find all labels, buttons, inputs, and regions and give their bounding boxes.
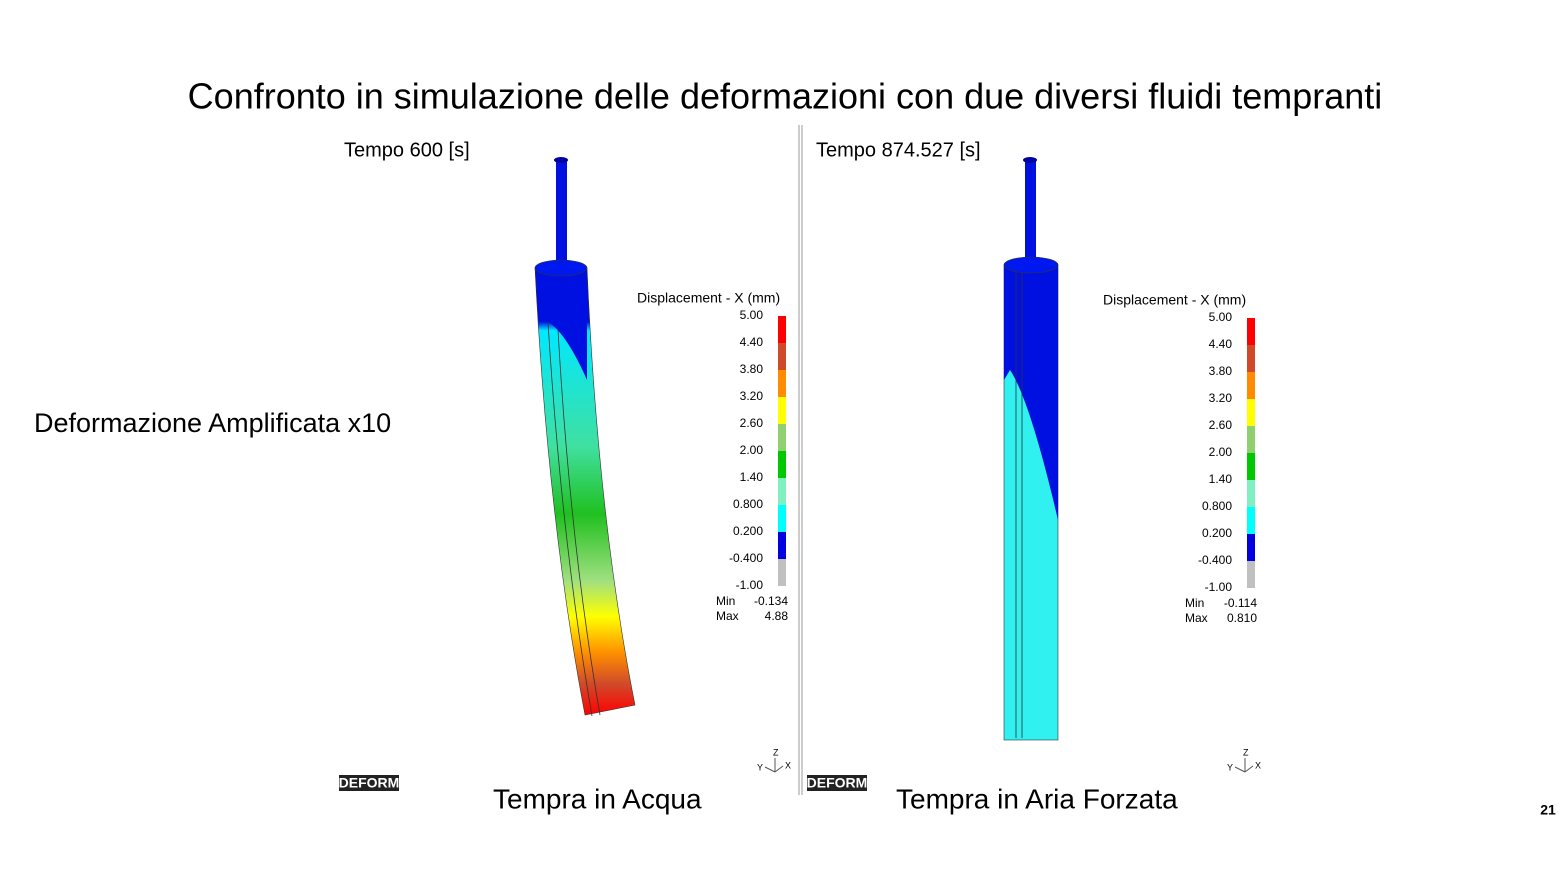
- legend-swatch: [778, 505, 786, 532]
- legend-swatch: [778, 559, 786, 586]
- legend-level: 0.800: [733, 497, 763, 511]
- logo: DEFORM: [807, 775, 868, 791]
- rod-edge: [554, 269, 601, 716]
- triad-label: X: [785, 760, 791, 770]
- legend-swatch: [1247, 453, 1255, 480]
- legend-level: 4.40: [1209, 337, 1233, 351]
- logo-bg: [339, 775, 399, 791]
- rod-top-band: [1004, 265, 1058, 520]
- legend-swatch: [1247, 534, 1255, 561]
- legend-title: Displacement - X (mm): [1103, 292, 1246, 308]
- rod-stem-top: [1023, 157, 1037, 163]
- time-label: Tempo 874.527 [s]: [816, 139, 981, 161]
- legend-swatch: [778, 397, 786, 424]
- legend-min-label: Min: [716, 594, 735, 608]
- legend-max-label: Max: [1185, 611, 1208, 625]
- rod-stem-top: [554, 157, 568, 163]
- legend-level: 3.80: [1209, 364, 1233, 378]
- legend-swatch: [1247, 507, 1255, 534]
- legend-swatch: [778, 424, 786, 451]
- legend-level: 1.40: [740, 470, 764, 484]
- triad-label: Z: [1243, 747, 1249, 757]
- rod-top: [1003, 256, 1059, 274]
- legend-level: 2.60: [740, 416, 764, 430]
- legend-max-label: Max: [716, 609, 739, 623]
- legend-level: -1.00: [736, 578, 764, 592]
- legend-swatch: [1247, 561, 1255, 588]
- legend-swatch: [1247, 480, 1255, 507]
- legend-level: -0.400: [729, 551, 763, 565]
- legend-level: 5.00: [740, 308, 764, 322]
- caption: Tempra in Acqua: [493, 783, 702, 814]
- legend-swatch: [778, 451, 786, 478]
- rod-top-band: [535, 268, 587, 380]
- rod-body: [534, 267, 636, 716]
- legend-level: 3.20: [740, 389, 764, 403]
- legend-level: -0.400: [1198, 553, 1232, 567]
- triad-label: Z: [773, 747, 779, 757]
- legend-swatch: [778, 370, 786, 397]
- legend-min: -0.114: [1224, 596, 1257, 610]
- slide-title: Confronto in simulazione delle deformazi…: [188, 76, 1383, 117]
- legend-level: 2.60: [1209, 418, 1233, 432]
- rod-stem: [556, 160, 567, 265]
- rod-top: [534, 259, 588, 277]
- left-label: Deformazione Amplificata x10: [34, 408, 391, 438]
- legend-swatch: [1247, 399, 1255, 426]
- caption: Tempra in Aria Forzata: [896, 783, 1178, 814]
- logo-bg: [807, 775, 867, 791]
- time-label: Tempo 600 [s]: [344, 139, 470, 161]
- rod-right: [1003, 157, 1059, 741]
- legend-level: 2.00: [740, 443, 764, 457]
- rod-stem: [1025, 160, 1036, 265]
- legend-level: 3.80: [740, 362, 764, 376]
- legend-level: 0.800: [1202, 499, 1232, 513]
- legend-swatch: [1247, 318, 1255, 345]
- triad-axis: [1244, 765, 1254, 773]
- legend-swatch: [778, 532, 786, 559]
- triad-axis: [774, 765, 784, 773]
- legend-swatch: [1247, 426, 1255, 453]
- triad-label: X: [1255, 760, 1261, 770]
- triad-axis: [1234, 766, 1246, 773]
- legend-min-label: Min: [1185, 596, 1204, 610]
- legend-max: 0.810: [1227, 611, 1257, 625]
- legend-swatch: [778, 343, 786, 370]
- page-number: 21: [1540, 802, 1556, 818]
- triad-axis: [764, 766, 776, 773]
- legend-level: -1.00: [1205, 580, 1233, 594]
- legend-swatch: [778, 316, 786, 343]
- legend-min: -0.134: [754, 594, 788, 608]
- legend-level: 0.200: [733, 524, 763, 538]
- legend-level: 3.20: [1209, 391, 1233, 405]
- legend-level: 5.00: [1209, 310, 1233, 324]
- legend-swatch: [1247, 345, 1255, 372]
- legend-level: 0.200: [1202, 526, 1232, 540]
- rod-edge: [544, 269, 593, 717]
- logo: DEFORM: [339, 775, 400, 791]
- legend-swatch: [778, 478, 786, 505]
- legend-title: Displacement - X (mm): [637, 290, 780, 306]
- rod-left: [534, 157, 636, 717]
- legend-level: 2.00: [1209, 445, 1233, 459]
- legend-max: 4.88: [765, 609, 789, 623]
- triad-label: Y: [757, 762, 763, 772]
- legend-level: 1.40: [1209, 472, 1233, 486]
- legend-level: 4.40: [740, 335, 764, 349]
- triad-label: Y: [1227, 762, 1233, 772]
- legend-swatch: [1247, 372, 1255, 399]
